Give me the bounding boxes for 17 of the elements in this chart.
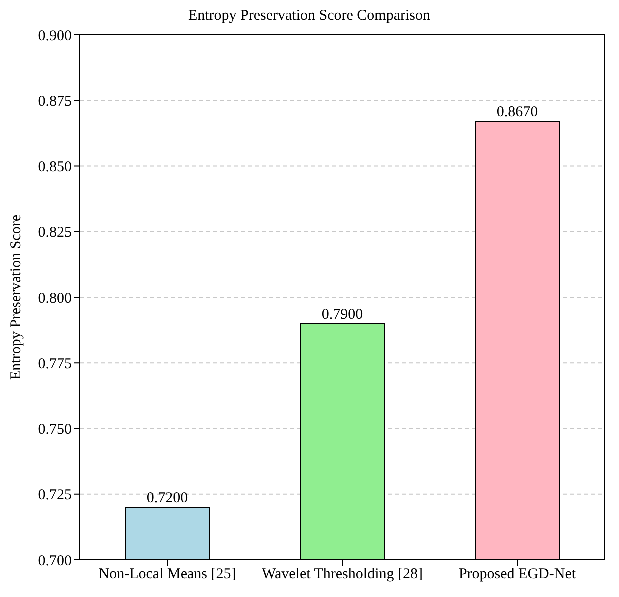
- y-tick-label: 0.775: [38, 356, 72, 372]
- data-label: 0.7200: [146, 490, 188, 506]
- y-tick-label: 0.725: [38, 488, 72, 504]
- y-tick-label: 0.875: [38, 94, 72, 110]
- y-tick-label: 0.800: [38, 290, 72, 307]
- y-tick-label: 0.750: [38, 422, 72, 438]
- y-tick-label: 0.825: [38, 225, 72, 242]
- y-axis-title: Entropy Preservation Score: [8, 214, 24, 380]
- y-tick-label: 0.850: [38, 160, 72, 176]
- data-label: 0.7900: [322, 306, 364, 323]
- x-tick-label: Wavelet Thresholding [28]: [262, 566, 423, 583]
- data-label: 0.8670: [496, 104, 538, 121]
- y-tick-label: 0.700: [38, 553, 72, 570]
- y-tick-label: 0.900: [38, 28, 72, 44]
- x-tick-label: Proposed EGD-Net: [458, 566, 577, 583]
- x-tick-label: Non-Local Means [25]: [98, 566, 236, 583]
- chart-title: Entropy Preservation Score Comparison: [187, 8, 432, 26]
